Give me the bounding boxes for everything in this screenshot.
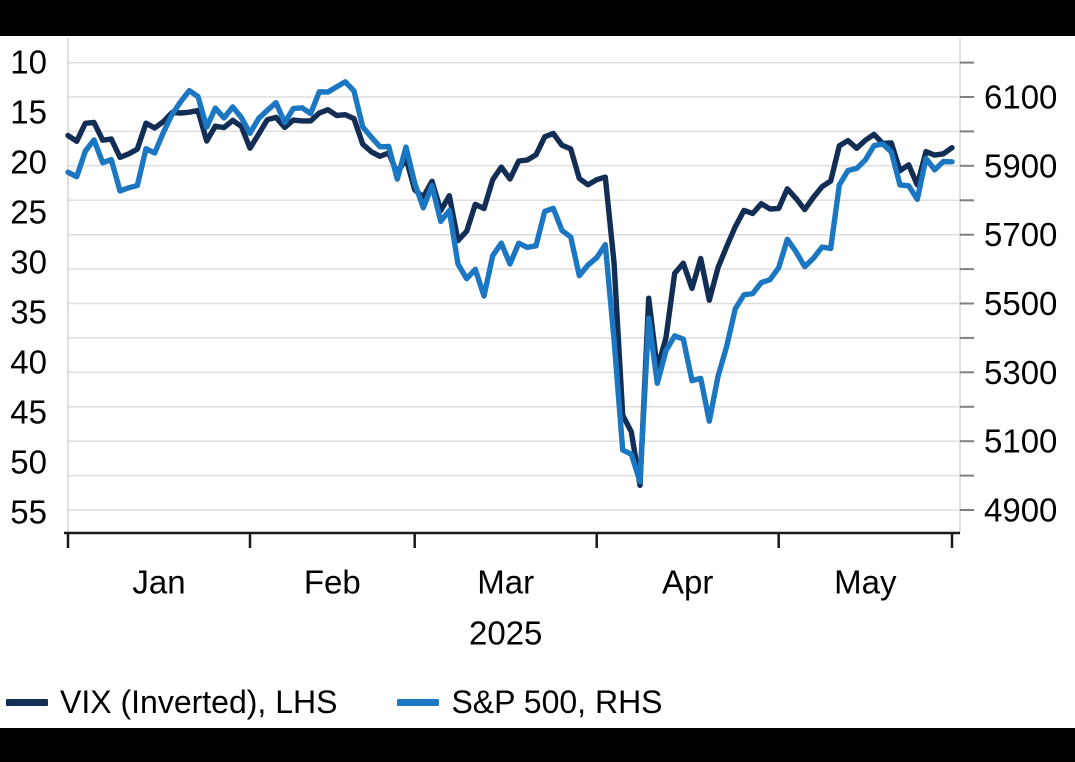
month-labels: Jan Feb Mar Apr May — [132, 564, 897, 601]
sp500-legend-label: S&P 500, RHS — [451, 684, 663, 720]
bottom-black-bar — [0, 728, 1075, 762]
right-axis-label: 5500 — [984, 285, 1057, 322]
sp500-swatch — [397, 699, 440, 706]
vix-legend-label: VIX (Inverted), LHS — [60, 684, 338, 720]
legend-item-sp500: S&P 500, RHS — [397, 684, 663, 721]
left-axis-label: 10 — [10, 44, 47, 81]
top-black-bar — [0, 0, 1075, 36]
legend: VIX (Inverted), LHS S&P 500, RHS — [6, 684, 663, 721]
month-label: Apr — [662, 564, 713, 601]
left-axis-label: 25 — [10, 194, 47, 231]
legend-item-vix: VIX (Inverted), LHS — [6, 684, 337, 721]
left-axis-labels: 10 15 20 25 30 35 40 45 50 55 — [10, 44, 47, 531]
right-axis-label: 5700 — [984, 216, 1057, 253]
right-axis-label: 4900 — [984, 492, 1057, 529]
left-axis-label: 30 — [10, 244, 47, 281]
right-axis-label: 5900 — [984, 147, 1057, 184]
vix-swatch — [6, 699, 48, 706]
month-label: Feb — [304, 564, 361, 601]
vix-inverted-line — [65, 106, 955, 488]
right-axis-label: 5300 — [984, 354, 1057, 391]
right-axis-label: 5100 — [984, 423, 1057, 460]
plot-borders — [67, 38, 961, 533]
x-axis — [64, 531, 960, 548]
month-label: May — [834, 564, 897, 601]
left-axis-label: 35 — [10, 294, 47, 331]
left-axis-label: 55 — [10, 494, 47, 531]
left-axis-label: 20 — [10, 144, 47, 181]
left-axis-label: 40 — [10, 344, 47, 381]
left-axis-label: 15 — [10, 94, 47, 131]
sp500-line — [65, 79, 955, 485]
right-axis-ticks — [960, 61, 974, 511]
right-axis-labels: 6100 5900 5700 5500 5300 5100 4900 — [984, 79, 1057, 529]
year-label: 2025 — [469, 615, 542, 652]
left-axis-label: 50 — [10, 444, 47, 481]
month-label: Mar — [477, 564, 534, 601]
gridlines — [68, 61, 960, 511]
month-label: Jan — [132, 564, 185, 601]
left-axis-label: 45 — [10, 394, 47, 431]
right-axis-label: 6100 — [984, 79, 1057, 116]
